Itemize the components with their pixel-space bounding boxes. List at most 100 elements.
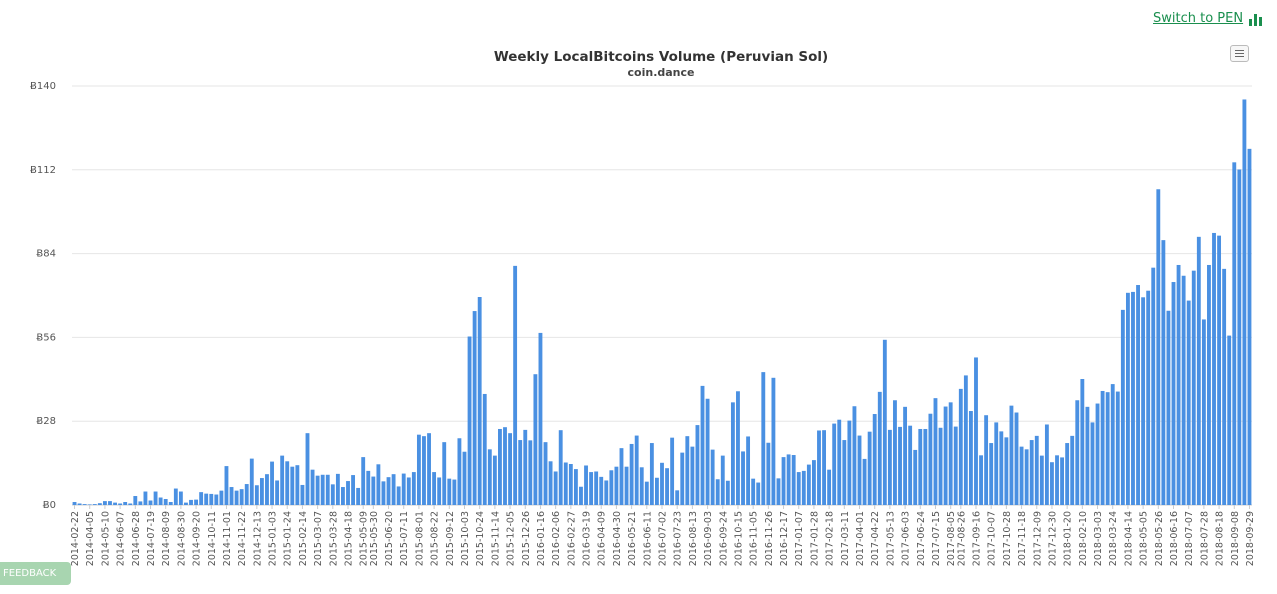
bar[interactable]	[1085, 406, 1090, 505]
bar[interactable]	[1100, 390, 1105, 505]
bar[interactable]	[482, 393, 487, 505]
bar[interactable]	[1136, 285, 1140, 505]
bar[interactable]	[1070, 435, 1075, 505]
bar[interactable]	[695, 425, 700, 505]
bar[interactable]	[847, 420, 852, 505]
bar[interactable]	[705, 398, 710, 505]
bar[interactable]	[1110, 384, 1115, 505]
bar[interactable]	[305, 433, 310, 505]
bar[interactable]	[254, 485, 259, 505]
bar[interactable]	[1227, 335, 1232, 505]
bar[interactable]	[746, 436, 751, 505]
bar[interactable]	[538, 332, 543, 505]
bar[interactable]	[736, 391, 740, 505]
bar[interactable]	[1232, 162, 1237, 505]
bar[interactable]	[812, 460, 816, 505]
bar[interactable]	[634, 435, 639, 505]
bar[interactable]	[584, 465, 588, 505]
bar[interactable]	[872, 414, 877, 505]
bar[interactable]	[675, 490, 680, 505]
bar[interactable]	[102, 501, 107, 505]
bar[interactable]	[523, 429, 528, 505]
bar[interactable]	[214, 494, 219, 505]
bar[interactable]	[219, 490, 224, 505]
bar[interactable]	[756, 482, 761, 505]
bar[interactable]	[1105, 392, 1110, 505]
bar[interactable]	[974, 357, 978, 505]
bar[interactable]	[655, 477, 659, 505]
bar[interactable]	[543, 442, 548, 505]
bar[interactable]	[1009, 405, 1014, 505]
bar[interactable]	[118, 503, 123, 506]
bar[interactable]	[427, 433, 431, 505]
bar[interactable]	[644, 481, 649, 505]
bar[interactable]	[411, 472, 416, 505]
bar[interactable]	[817, 430, 821, 505]
bar[interactable]	[923, 428, 928, 505]
bar[interactable]	[1080, 379, 1085, 505]
bar[interactable]	[492, 455, 497, 505]
bar[interactable]	[320, 474, 325, 505]
bar[interactable]	[386, 477, 391, 505]
bar[interactable]	[1034, 435, 1039, 505]
bar[interactable]	[452, 479, 457, 505]
bar[interactable]	[649, 443, 654, 505]
bar[interactable]	[1217, 235, 1222, 505]
bar[interactable]	[295, 465, 300, 505]
bar[interactable]	[979, 455, 983, 505]
bar[interactable]	[72, 502, 77, 505]
bar[interactable]	[285, 461, 290, 505]
bar[interactable]	[77, 503, 82, 506]
bar[interactable]	[224, 466, 229, 505]
bar[interactable]	[994, 422, 999, 505]
bar[interactable]	[999, 431, 1004, 505]
bar[interactable]	[609, 470, 614, 505]
bar[interactable]	[1237, 169, 1242, 506]
bar[interactable]	[518, 440, 523, 505]
bar[interactable]	[1029, 440, 1034, 505]
bar[interactable]	[1146, 290, 1151, 505]
bar[interactable]	[548, 461, 553, 505]
bar[interactable]	[361, 457, 366, 505]
bar[interactable]	[351, 475, 355, 505]
bar[interactable]	[199, 492, 204, 505]
bar[interactable]	[1055, 455, 1059, 505]
bar[interactable]	[209, 493, 214, 505]
bar[interactable]	[1222, 268, 1227, 505]
bar[interactable]	[958, 388, 963, 505]
switch-currency-link[interactable]: Switch to PEN	[1153, 11, 1263, 26]
bar[interactable]	[1044, 424, 1049, 505]
bar[interactable]	[700, 385, 705, 505]
bar[interactable]	[113, 502, 117, 505]
bar[interactable]	[158, 497, 163, 505]
bar[interactable]	[842, 440, 847, 505]
bar[interactable]	[163, 499, 168, 505]
bar[interactable]	[1039, 455, 1044, 505]
bar[interactable]	[168, 502, 173, 505]
bar[interactable]	[690, 446, 695, 505]
bar[interactable]	[857, 435, 862, 505]
bar[interactable]	[1181, 275, 1186, 505]
bar[interactable]	[614, 466, 619, 505]
bar[interactable]	[1075, 400, 1080, 505]
bar[interactable]	[796, 472, 801, 505]
bar[interactable]	[123, 502, 128, 505]
bar[interactable]	[589, 472, 594, 505]
bar[interactable]	[487, 449, 492, 505]
bar[interactable]	[766, 442, 771, 505]
bar[interactable]	[801, 470, 806, 505]
bar[interactable]	[563, 462, 568, 506]
bar[interactable]	[776, 478, 781, 505]
bar[interactable]	[579, 486, 583, 505]
bar[interactable]	[1171, 282, 1176, 505]
bar[interactable]	[867, 431, 872, 505]
bar[interactable]	[903, 406, 908, 505]
bar[interactable]	[472, 311, 477, 505]
bar[interactable]	[599, 476, 604, 505]
bar[interactable]	[396, 486, 401, 505]
bar[interactable]	[938, 427, 943, 505]
bar[interactable]	[234, 490, 239, 505]
bar[interactable]	[462, 451, 467, 505]
bar[interactable]	[1161, 240, 1166, 505]
bar[interactable]	[1186, 300, 1191, 505]
